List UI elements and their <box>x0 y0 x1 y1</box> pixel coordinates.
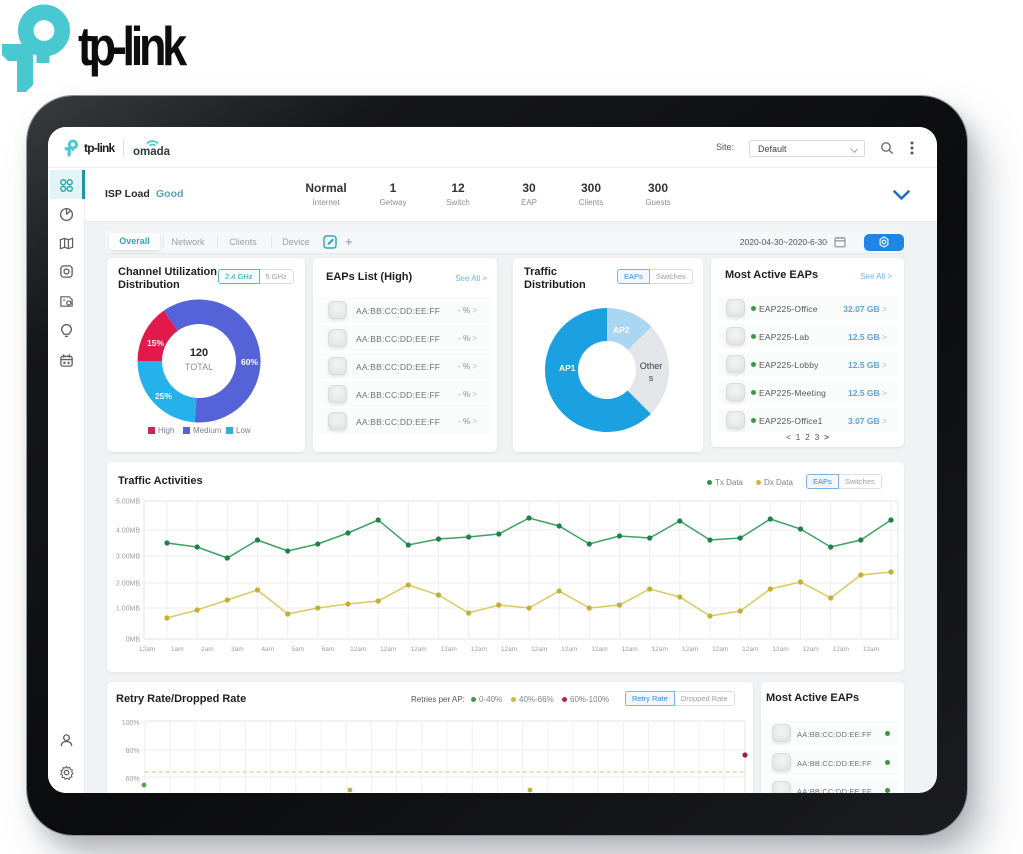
svg-text:12am: 12am <box>622 646 638 653</box>
svg-text:1.00MB: 1.00MB <box>116 606 140 613</box>
svg-text:12am: 12am <box>652 646 668 653</box>
svg-text:12am: 12am <box>350 646 366 653</box>
svg-text:12am: 12am <box>139 646 155 653</box>
svg-text:12am: 12am <box>863 646 879 653</box>
svg-text:12am: 12am <box>561 646 577 653</box>
svg-text:0MB: 0MB <box>126 637 141 644</box>
svg-text:12am: 12am <box>772 646 788 653</box>
svg-text:4.00MB: 4.00MB <box>116 528 140 535</box>
svg-text:100%: 100% <box>122 720 140 727</box>
svg-text:1am: 1am <box>171 646 184 653</box>
svg-text:3.00MB: 3.00MB <box>116 554 140 561</box>
svg-text:12am: 12am <box>712 646 728 653</box>
svg-text:12am: 12am <box>380 646 396 653</box>
svg-text:12am: 12am <box>531 646 547 653</box>
svg-text:5am: 5am <box>291 646 304 653</box>
svg-text:4am: 4am <box>261 646 274 653</box>
svg-text:2am: 2am <box>201 646 214 653</box>
svg-text:12am: 12am <box>742 646 758 653</box>
svg-text:2.00MB: 2.00MB <box>116 581 140 588</box>
svg-text:12am: 12am <box>441 646 457 653</box>
svg-text:12am: 12am <box>833 646 849 653</box>
svg-text:12am: 12am <box>410 646 426 653</box>
svg-text:12am: 12am <box>682 646 698 653</box>
svg-text:12am: 12am <box>471 646 487 653</box>
svg-text:12am: 12am <box>501 646 517 653</box>
svg-text:6am: 6am <box>322 646 335 653</box>
svg-text:3am: 3am <box>231 646 244 653</box>
svg-text:12am: 12am <box>803 646 819 653</box>
svg-text:60%: 60% <box>126 776 140 783</box>
svg-text:5.00MB: 5.00MB <box>116 499 140 506</box>
svg-text:80%: 80% <box>126 748 140 755</box>
svg-text:12am: 12am <box>591 646 607 653</box>
